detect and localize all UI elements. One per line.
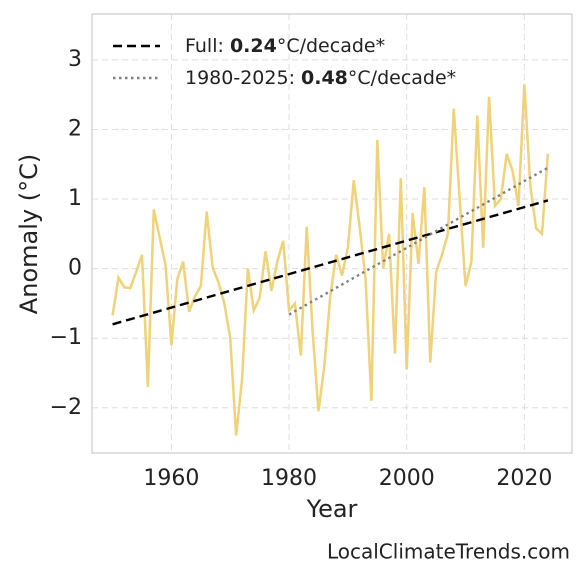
trend-line	[288, 166, 549, 316]
legend-label-part: 1980-2025:	[185, 67, 301, 89]
x-tick-label: 1980	[261, 466, 317, 491]
y-tick-label: 0	[68, 256, 82, 281]
x-tick-label: 2020	[496, 466, 552, 491]
x-tick-label: 1960	[143, 466, 199, 491]
plot-frame	[91, 13, 573, 454]
x-axis-label: Year	[306, 495, 358, 523]
watermark: LocalClimateTrends.com	[327, 540, 570, 564]
y-tick-label: 1	[68, 186, 82, 211]
legend-label-part: 0.24	[230, 35, 277, 57]
legend-label-part: Full:	[185, 35, 230, 57]
trend-line	[112, 199, 549, 326]
y-tick-label: 3	[68, 47, 82, 72]
y-tick-label: 2	[68, 116, 82, 141]
legend-label-part: 0.48	[301, 67, 348, 89]
legend-label: 1980-2025: 0.48°C/decade*	[185, 67, 456, 89]
legend-label: Full: 0.24°C/decade*	[185, 35, 385, 57]
legend-label-part: °C/decade*	[277, 35, 385, 57]
y-tick-label: −2	[50, 395, 82, 420]
legend-label-part: °C/decade*	[348, 67, 456, 89]
y-axis-label: Anomaly (°C)	[15, 154, 43, 314]
x-tick-label: 2000	[379, 466, 435, 491]
y-tick-label: −1	[50, 325, 82, 350]
data-line	[111, 84, 550, 436]
